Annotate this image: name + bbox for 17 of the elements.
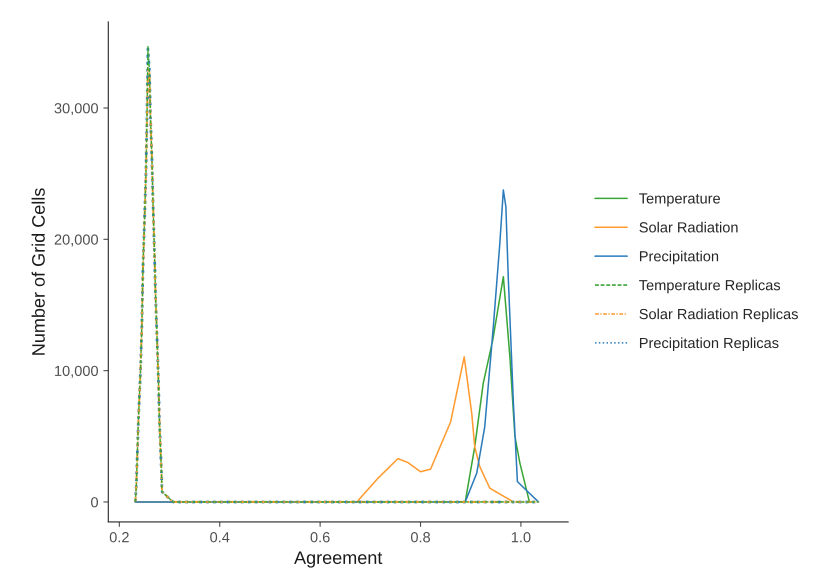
legend-label: Precipitation <box>640 250 718 264</box>
x-tick-label: 0.4 <box>210 532 230 542</box>
legend-label: Solar Radiation <box>639 222 738 233</box>
legend-label: Solar Radiation Replicas <box>639 308 798 322</box>
x-tick-label: 0.8 <box>410 532 430 542</box>
x-tick-label: 0.2 <box>110 532 129 542</box>
legend-label: Temperature Replicas <box>639 280 780 294</box>
y-tick-label: 0 <box>91 497 98 508</box>
y-axis-title: Number of Grid Cells <box>32 188 45 355</box>
y-tick-label: 10,000 <box>55 366 98 378</box>
y-tick-label: 30,000 <box>54 103 98 116</box>
legend-label: Precipitation Replicas <box>640 337 778 352</box>
y-tick-label: 20,000 <box>54 234 98 246</box>
x-tick-label: 1.0 <box>512 532 530 542</box>
legend-label: Temperature <box>639 193 720 206</box>
x-axis-title: Agreement <box>294 551 382 568</box>
x-tick-label: 0.6 <box>310 532 330 542</box>
